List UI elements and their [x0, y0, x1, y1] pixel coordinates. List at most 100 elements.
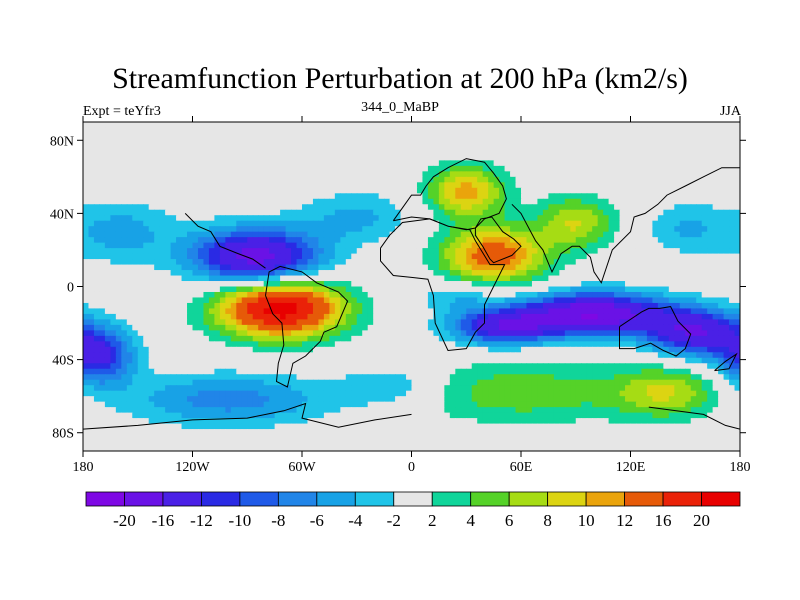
- heatmap-cell: [356, 297, 363, 304]
- heatmap-cell: [192, 346, 199, 353]
- heatmap-cell: [340, 154, 347, 161]
- heatmap-cell: [252, 308, 259, 315]
- heatmap-cell: [608, 160, 615, 167]
- heatmap-cell: [334, 319, 341, 326]
- heatmap-cell: [406, 270, 413, 277]
- heatmap-cell: [334, 154, 341, 161]
- heatmap-cell: [154, 132, 161, 140]
- heatmap-cell: [641, 149, 648, 156]
- heatmap-cell: [115, 138, 122, 145]
- heatmap-cell: [247, 330, 254, 337]
- heatmap-cell: [219, 165, 226, 172]
- heatmap-cell: [663, 248, 670, 255]
- heatmap-cell: [181, 215, 188, 222]
- heatmap-cell: [302, 231, 309, 238]
- heatmap-cell: [197, 149, 205, 156]
- heatmap-cell: [646, 160, 653, 167]
- heatmap-cell: [531, 132, 539, 140]
- heatmap-cell: [652, 270, 659, 277]
- heatmap-cell: [236, 154, 243, 161]
- heatmap-cell: [674, 154, 681, 161]
- heatmap-cell: [318, 204, 325, 211]
- heatmap-cell: [110, 319, 117, 326]
- heatmap-cell: [537, 171, 544, 178]
- heatmap-cell: [302, 335, 309, 342]
- heatmap-cell: [488, 187, 495, 194]
- heatmap-cell: [499, 346, 506, 353]
- heatmap-cell: [362, 324, 369, 331]
- heatmap-cell: [389, 242, 396, 249]
- heatmap-cell: [630, 198, 637, 205]
- heatmap-cell: [422, 291, 429, 299]
- heatmap-cell: [395, 171, 402, 178]
- heatmap-cell: [148, 281, 155, 288]
- heatmap-cell: [323, 253, 330, 260]
- heatmap-cell: [230, 160, 237, 167]
- heatmap-cell: [701, 281, 708, 288]
- heatmap-cell: [225, 143, 232, 151]
- heatmap-cell: [416, 242, 424, 249]
- heatmap-cell: [521, 341, 528, 348]
- heatmap-cell: [592, 259, 599, 266]
- heatmap-cell: [373, 182, 380, 189]
- heatmap-cell: [323, 319, 330, 326]
- heatmap-cell: [99, 259, 106, 266]
- heatmap-cell: [280, 341, 287, 348]
- heatmap-cell: [460, 297, 467, 304]
- heatmap-cell: [477, 127, 484, 134]
- heatmap-cell: [542, 231, 549, 238]
- heatmap-cell: [269, 313, 276, 320]
- heatmap-cell: [592, 319, 599, 326]
- heatmap-cell: [312, 270, 320, 277]
- heatmap-cell: [406, 149, 413, 156]
- heatmap-cell: [296, 231, 303, 238]
- heatmap-cell: [625, 122, 632, 129]
- heatmap-cell: [88, 324, 95, 331]
- heatmap-cell: [614, 281, 621, 288]
- heatmap-cell: [176, 237, 183, 244]
- heatmap-cell: [630, 220, 637, 227]
- heatmap-cell: [499, 297, 506, 304]
- heatmap-cell: [329, 346, 336, 353]
- heatmap-cell: [252, 215, 259, 222]
- heatmap-cell: [236, 259, 243, 266]
- heatmap-cell: [427, 346, 434, 353]
- heatmap-cell: [334, 171, 341, 178]
- heatmap-cell: [685, 220, 692, 227]
- heatmap-cell: [406, 187, 413, 194]
- heatmap-cell: [603, 226, 610, 233]
- heatmap-cell: [696, 286, 703, 293]
- heatmap-cell: [334, 259, 341, 266]
- heatmap-cell: [564, 231, 571, 238]
- heatmap-cell: [701, 319, 708, 326]
- heatmap-cell: [438, 308, 445, 315]
- heatmap-cell: [712, 127, 719, 134]
- heatmap-cell: [219, 132, 226, 140]
- heatmap-cell: [181, 149, 188, 156]
- heatmap-cell: [356, 281, 363, 288]
- heatmap-cell: [559, 165, 566, 172]
- heatmap-cell: [219, 291, 226, 299]
- heatmap-cell: [356, 330, 363, 337]
- heatmap-cell: [143, 281, 150, 288]
- heatmap-cell: [493, 143, 500, 151]
- heatmap-cell: [192, 231, 199, 238]
- heatmap-cell: [170, 209, 177, 216]
- heatmap-cell: [625, 286, 632, 293]
- heatmap-cell: [367, 176, 374, 183]
- heatmap-cell: [575, 253, 582, 260]
- heatmap-cell: [477, 198, 484, 205]
- heatmap-cell: [121, 122, 128, 129]
- heatmap-cell: [493, 281, 500, 288]
- heatmap-cell: [274, 324, 281, 331]
- heatmap-cell: [373, 231, 380, 238]
- heatmap-cell: [438, 324, 445, 331]
- heatmap-cell: [526, 209, 533, 216]
- heatmap-cell: [148, 286, 155, 293]
- heatmap-cell: [668, 237, 675, 244]
- heatmap-cell: [444, 275, 451, 282]
- heatmap-cell: [734, 171, 740, 178]
- heatmap-cell: [553, 248, 560, 255]
- heatmap-cell: [197, 204, 205, 211]
- heatmap-cell: [143, 297, 150, 304]
